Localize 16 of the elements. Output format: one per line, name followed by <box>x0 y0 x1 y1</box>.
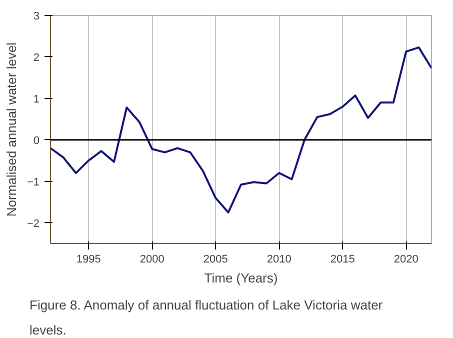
y-tick-label: −1 <box>26 176 40 188</box>
y-tick-label: 1 <box>33 93 40 106</box>
y-tick-label: −2 <box>26 218 40 230</box>
caption: Figure 8. Anomaly of annual fluctuation of Lake Victoria water levels. <box>30 298 384 338</box>
y-axis-title: Normalised annual water level <box>4 42 19 217</box>
x-tick-label: 2020 <box>394 254 418 266</box>
x-tick-label: 2000 <box>140 254 164 266</box>
x-tick-label: 2005 <box>203 254 228 266</box>
x-axis-title: Time (Years) <box>204 270 278 286</box>
y-tick-label: 2 <box>33 52 40 64</box>
x-tick-label: 1995 <box>76 254 101 266</box>
x-tick-label: 2015 <box>330 254 355 266</box>
x-tick-label: 2010 <box>266 254 292 266</box>
y-tick-label: 3 <box>33 10 40 22</box>
line-series <box>50 46 432 214</box>
y-tick-label: 0 <box>33 134 40 147</box>
